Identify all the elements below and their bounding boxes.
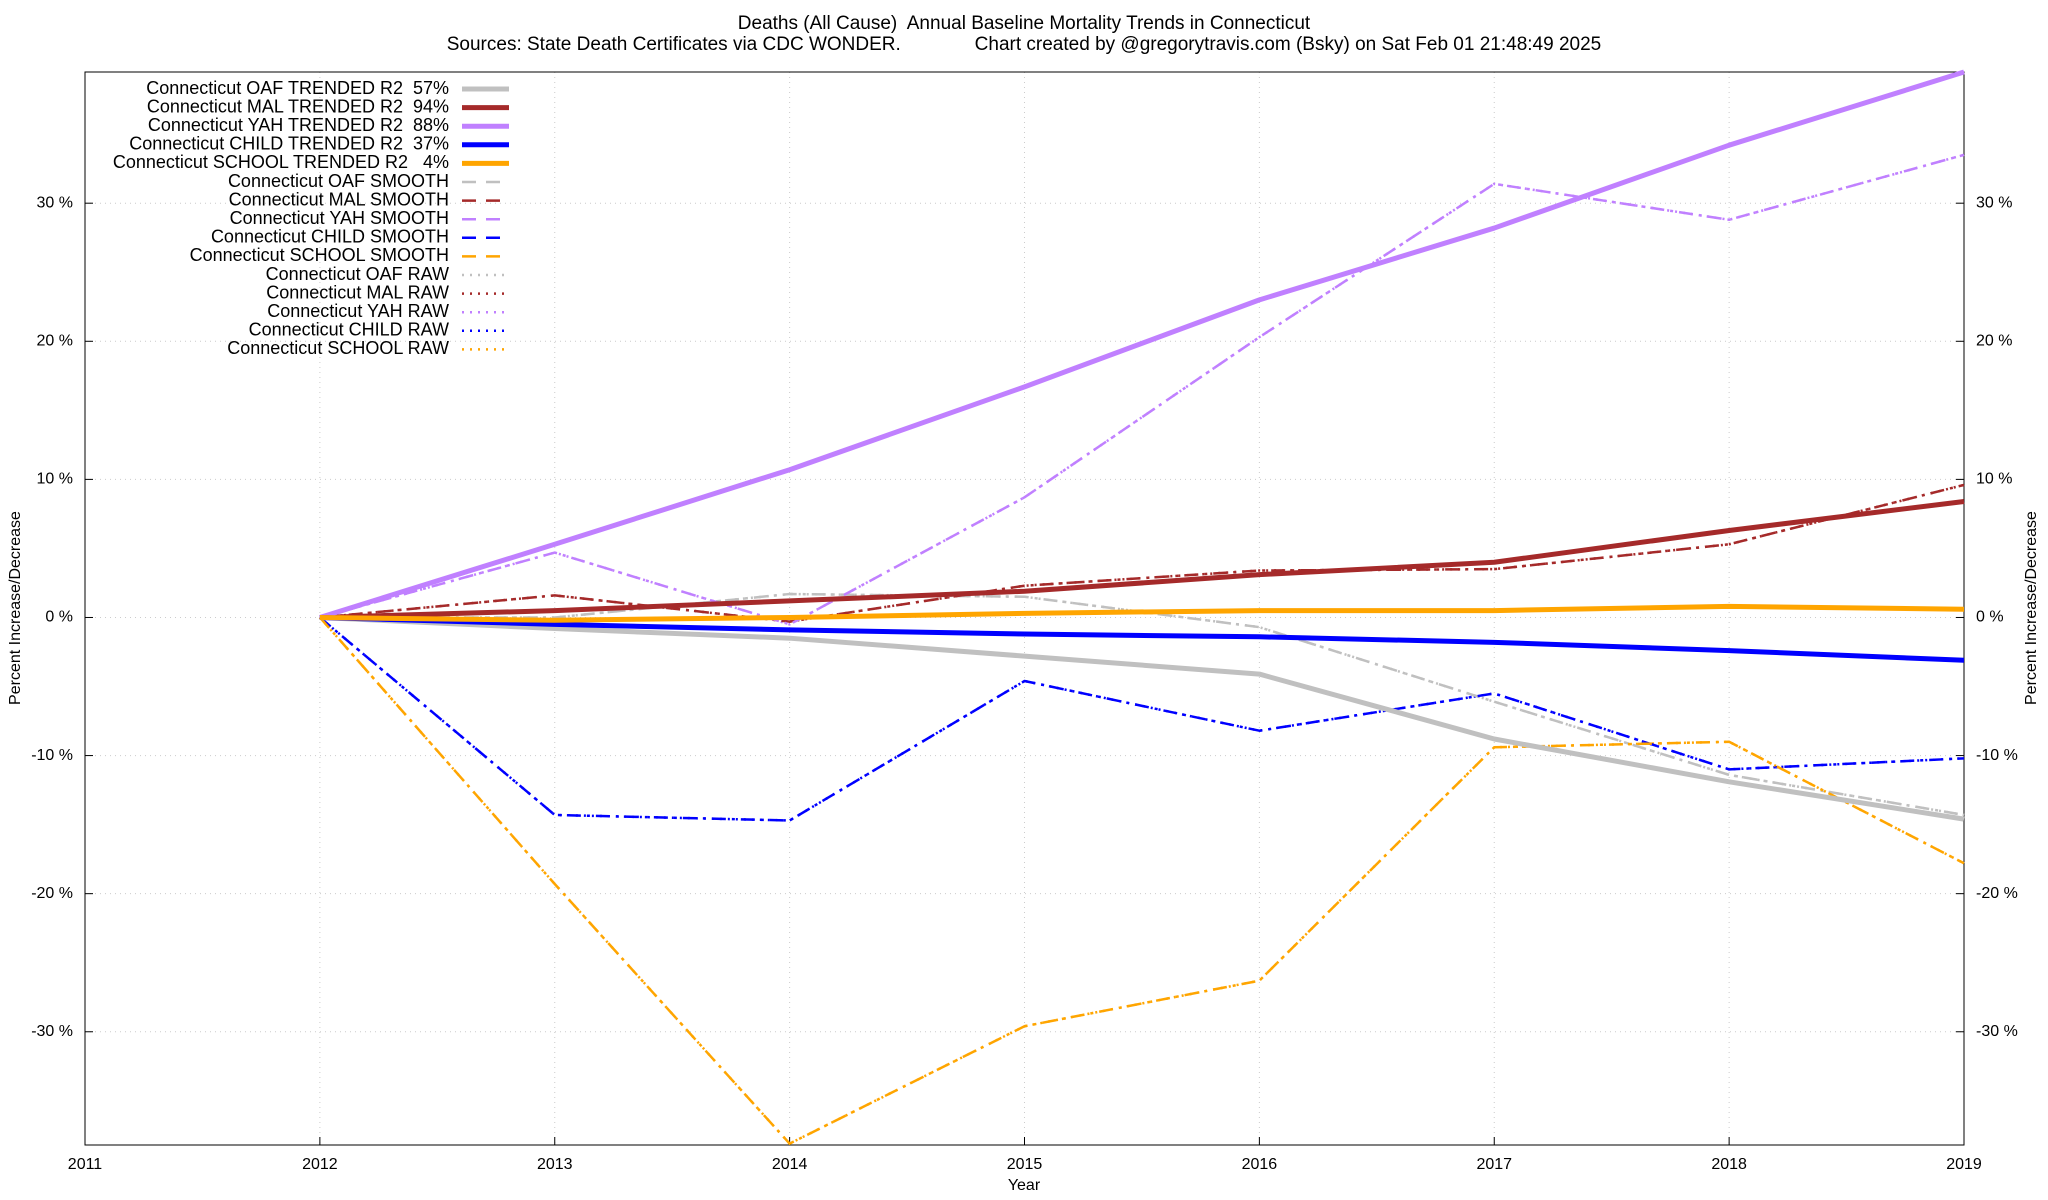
y2-tick-label: 30 % [1976,194,2012,211]
legend-label: Connecticut SCHOOL RAW [227,338,449,358]
legend-label: Connecticut CHILD SMOOTH [211,227,449,247]
chart-title: Deaths (All Cause) Annual Baseline Morta… [738,13,1311,34]
y2-tick-label: -20 % [1976,885,2018,902]
series-line [319,69,1965,620]
x-tick-label: 2014 [772,1156,808,1173]
x-axis-label: Year [1008,1177,1041,1194]
x-tick-label: 2012 [302,1156,338,1173]
x-tick-label: 2017 [1476,1156,1512,1173]
legend-label: Connecticut CHILD TRENDED R2 37% [129,134,449,154]
series-line [319,483,1965,623]
series-line [319,498,1965,620]
x-tick-label: 2019 [1946,1156,1982,1173]
x-tick-label: 2018 [1711,1156,1747,1173]
legend-label: Connecticut MAL RAW [266,282,449,302]
legend-label: Connecticut YAH SMOOTH [230,208,449,228]
legend-label: Connecticut OAF RAW [266,264,449,284]
series-line [319,153,1965,626]
x-tick-label: 2016 [1242,1156,1278,1173]
legend-label: Connecticut YAH RAW [267,301,449,321]
y2-axis-label: Percent Increase/Decrease [2023,511,2040,705]
y2-tick-label: 10 % [1976,471,2012,488]
chart-subtitle: Sources: State Death Certificates via CD… [447,34,1601,55]
legend-label: Connecticut MAL TRENDED R2 94% [147,96,449,116]
series-line [319,614,1965,663]
legend-label: Connecticut OAF SMOOTH [228,171,449,191]
x-tick-label: 2015 [1007,1156,1043,1173]
legend-label: Connecticut OAF TRENDED R2 57% [146,78,449,98]
y-tick-label: -20 % [31,885,73,902]
legend-label: Connecticut MAL SMOOTH [229,189,449,209]
y2-tick-label: -30 % [1976,1023,2018,1040]
legend-label: Connecticut YAH TRENDED R2 88% [148,115,449,135]
legend-label: Connecticut CHILD RAW [249,320,449,340]
x-tick-label: 2011 [68,1156,103,1173]
y2-tick-label: -10 % [1976,747,2018,764]
y2-tick-label: 20 % [1976,333,2012,350]
y-tick-label: -10 % [31,747,73,764]
y-tick-label: 10 % [37,471,73,488]
y-tick-label: 0 % [45,609,73,626]
y2-tick-label: 0 % [1976,609,2004,626]
series-line [319,616,1965,822]
y-tick-label: 20 % [37,333,73,350]
series-line [319,614,1965,822]
y-tick-label: -30 % [31,1023,73,1040]
legend-label: Connecticut SCHOOL SMOOTH [190,245,449,265]
legend-label: Connecticut SCHOOL TRENDED R2 4% [113,152,449,172]
series-line [318,616,1965,1145]
x-tick-label: 2013 [537,1156,573,1173]
series-line [319,603,1965,623]
y-axis-label: Percent Increase/Decrease [7,511,24,705]
y-tick-label: 30 % [37,194,73,211]
